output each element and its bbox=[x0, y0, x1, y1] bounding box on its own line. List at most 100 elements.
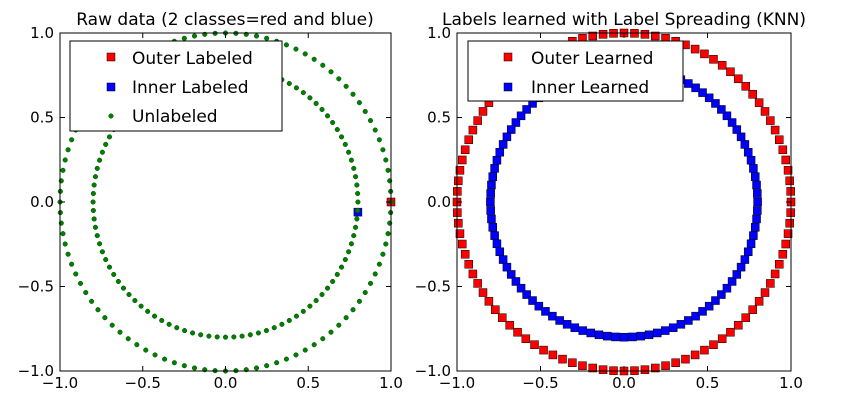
point-outer-learned bbox=[770, 125, 780, 135]
point-outer-learned bbox=[473, 116, 482, 125]
point-unlabeled bbox=[134, 342, 140, 348]
point-inner-learned bbox=[727, 118, 737, 127]
point-inner-learned bbox=[717, 105, 726, 114]
point-unlabeled bbox=[89, 298, 95, 304]
point-unlabeled bbox=[264, 363, 270, 369]
legend-label-inner-labeled: Inner Labeled bbox=[132, 78, 249, 98]
point-inner-learned bbox=[522, 105, 531, 114]
point-outer-learned bbox=[651, 31, 660, 41]
point-inner-learned bbox=[511, 118, 521, 127]
point-unlabeled bbox=[247, 332, 253, 338]
y-tick-label: 1.0 bbox=[427, 24, 451, 42]
point-inner-learned bbox=[498, 255, 508, 264]
point-unlabeled bbox=[319, 106, 325, 112]
point-outer-learned bbox=[783, 166, 793, 175]
point-unlabeled bbox=[354, 216, 360, 222]
point-unlabeled bbox=[362, 290, 368, 296]
point-unlabeled bbox=[94, 233, 100, 239]
point-outer-learned bbox=[709, 340, 718, 349]
point-inner-learned bbox=[732, 125, 742, 134]
x-tick-label: 0.0 bbox=[612, 374, 636, 392]
point-outer-learned bbox=[766, 279, 775, 288]
point-unlabeled bbox=[346, 149, 352, 155]
point-unlabeled bbox=[206, 333, 212, 339]
point-inner-learned bbox=[753, 189, 762, 198]
point-unlabeled bbox=[214, 334, 220, 340]
point-unlabeled bbox=[313, 298, 319, 304]
point-inner-learned bbox=[487, 214, 496, 224]
legend-label-inner-learned: Inner Learned bbox=[531, 78, 649, 98]
point-outer-learned bbox=[521, 334, 531, 343]
point-outer-learned bbox=[726, 327, 735, 337]
point-inner-learned bbox=[498, 140, 508, 149]
point-inner-learned bbox=[684, 316, 693, 325]
x-tick-label: −1.0 bbox=[439, 374, 475, 392]
point-unlabeled bbox=[222, 334, 229, 340]
point-outer-learned bbox=[468, 125, 478, 135]
point-unlabeled bbox=[286, 80, 292, 87]
point-unlabeled bbox=[152, 352, 158, 358]
point-unlabeled bbox=[171, 360, 177, 366]
point-unlabeled bbox=[313, 100, 319, 106]
point-unlabeled bbox=[91, 182, 97, 188]
legend-label-outer-labeled: Outer Labeled bbox=[132, 49, 253, 69]
point-unlabeled bbox=[83, 290, 89, 296]
legend-marker-inner-labeled bbox=[106, 82, 116, 92]
point-unlabeled bbox=[255, 330, 261, 336]
point-unlabeled bbox=[302, 347, 308, 353]
y-tick-label: 0.5 bbox=[427, 109, 451, 127]
point-unlabeled bbox=[328, 329, 334, 335]
y-tick-label: −1.0 bbox=[18, 362, 54, 380]
point-inner-learned bbox=[743, 247, 753, 257]
point-outer-learned bbox=[454, 218, 463, 228]
point-outer-learned bbox=[734, 74, 743, 84]
point-unlabeled bbox=[343, 83, 349, 89]
point-inner-learned bbox=[628, 332, 637, 342]
point-unlabeled bbox=[346, 249, 352, 255]
point-outer-learned bbox=[640, 365, 650, 374]
point-unlabeled bbox=[372, 271, 378, 277]
point-unlabeled bbox=[355, 190, 361, 197]
point-inner-learned bbox=[506, 125, 516, 134]
point-unlabeled bbox=[143, 347, 149, 353]
point-inner-learned bbox=[486, 206, 495, 215]
point-unlabeled bbox=[356, 298, 362, 304]
point-unlabeled bbox=[307, 95, 313, 101]
point-unlabeled bbox=[380, 147, 386, 153]
point-unlabeled bbox=[385, 167, 391, 173]
point-unlabeled bbox=[355, 199, 361, 205]
point-unlabeled bbox=[320, 62, 326, 68]
point-unlabeled bbox=[95, 307, 101, 313]
x-tick-label: 1.0 bbox=[379, 374, 403, 392]
point-unlabeled bbox=[385, 231, 391, 237]
point-unlabeled bbox=[380, 251, 386, 257]
point-unlabeled bbox=[239, 333, 245, 339]
point-unlabeled bbox=[60, 231, 66, 237]
point-unlabeled bbox=[293, 313, 299, 319]
point-outer-learned bbox=[530, 340, 539, 349]
point-unlabeled bbox=[126, 292, 132, 298]
legend-marker-unlabeled bbox=[108, 113, 114, 119]
point-inner-learned bbox=[578, 326, 587, 335]
point-unlabeled bbox=[191, 365, 198, 371]
point-inner-learned bbox=[691, 83, 700, 93]
point-unlabeled bbox=[334, 271, 340, 277]
point-inner-learned bbox=[698, 88, 707, 97]
point-unlabeled bbox=[343, 315, 349, 321]
point-unlabeled bbox=[62, 241, 68, 247]
point-unlabeled bbox=[181, 363, 187, 369]
point-unlabeled bbox=[353, 174, 359, 180]
point-inner-learned bbox=[511, 277, 521, 286]
point-inner-learned bbox=[743, 147, 753, 157]
point-unlabeled bbox=[92, 174, 98, 180]
point-unlabeled bbox=[182, 328, 188, 334]
point-unlabeled bbox=[109, 322, 115, 328]
series-inner-learned bbox=[486, 62, 762, 342]
point-unlabeled bbox=[376, 137, 382, 143]
point-outer-learned bbox=[700, 49, 709, 59]
point-unlabeled bbox=[159, 317, 165, 324]
point-outer-learned bbox=[539, 345, 548, 355]
point-unlabeled bbox=[279, 321, 285, 327]
point-unlabeled bbox=[77, 280, 84, 286]
